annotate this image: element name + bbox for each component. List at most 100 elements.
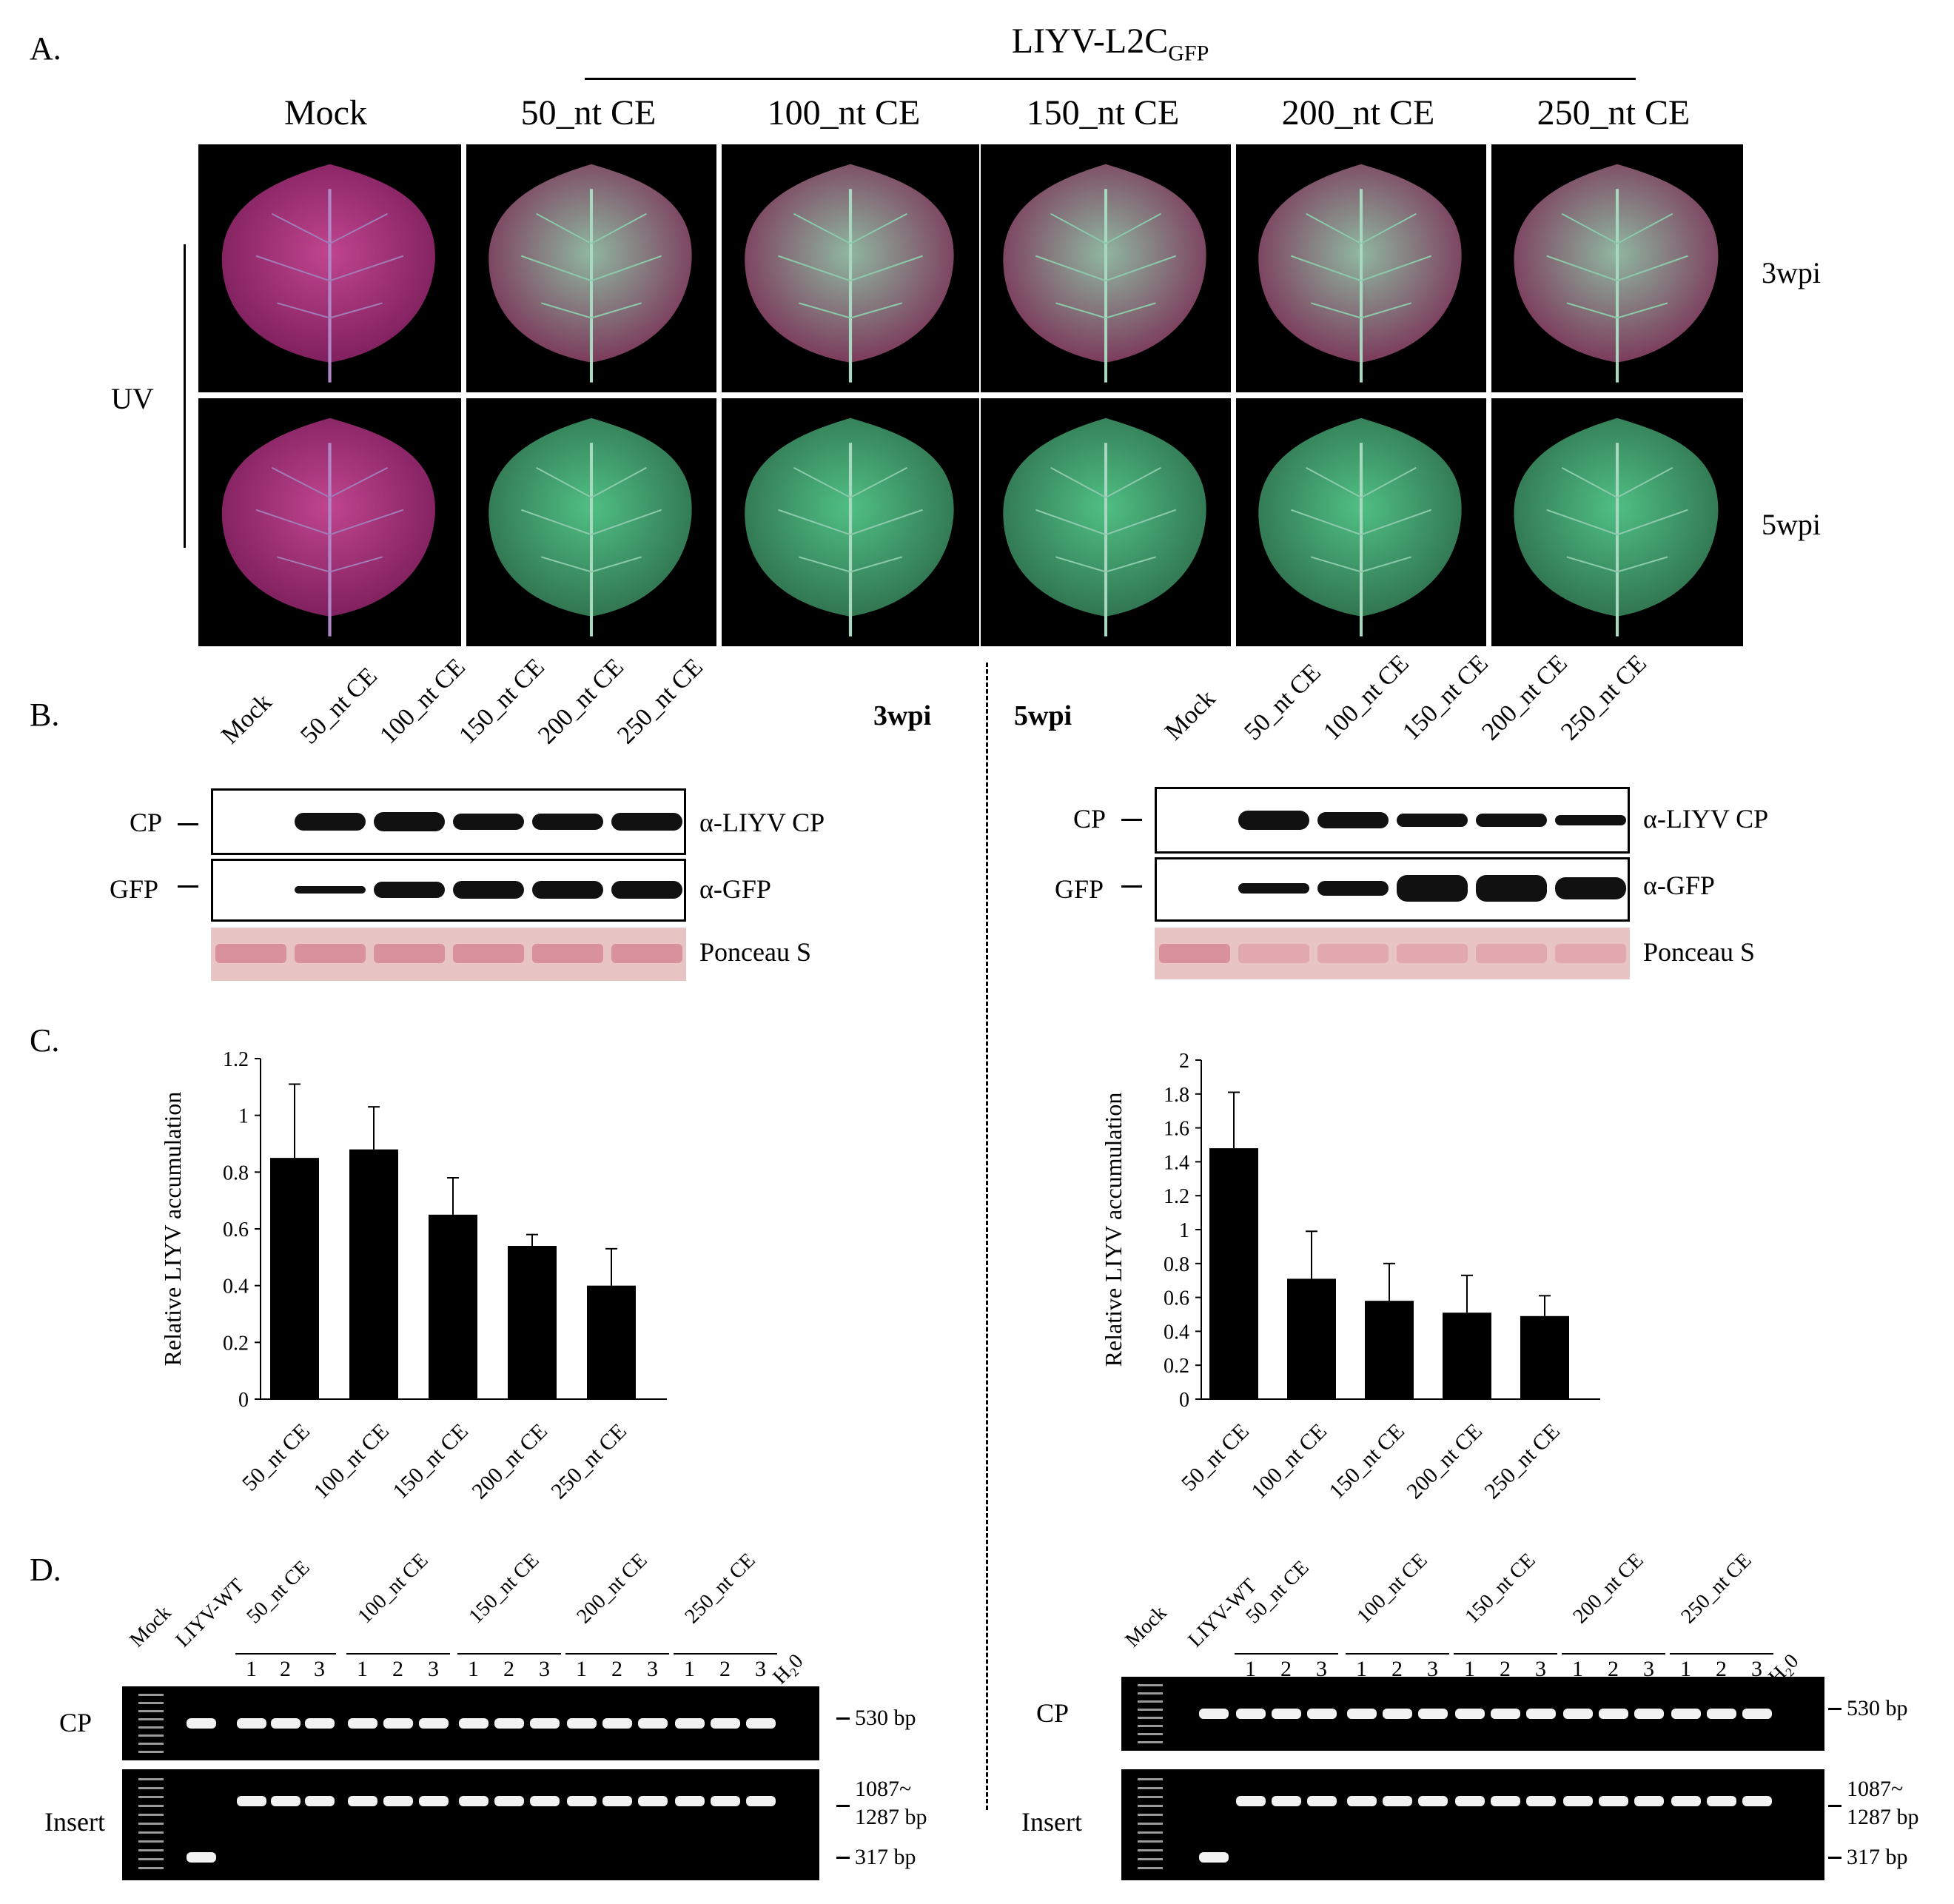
- x-tick-label-2: 150_nt CE: [388, 1419, 473, 1504]
- cp-amplicon-5wpi-0-2: [1307, 1709, 1337, 1719]
- cp-amplicon-3wpi-4-0: [675, 1718, 705, 1729]
- lane-label-5wpi-3: 150_nt CE: [1397, 649, 1494, 746]
- ponceau-band-5wpi-5: [1554, 944, 1626, 963]
- size-tick-317-5wpi: [1828, 1857, 1841, 1859]
- gel-rep-5wpi-1-2: 3: [1427, 1657, 1438, 1681]
- gel-rep-5wpi-0-2: 3: [1316, 1657, 1327, 1681]
- y-tick-label: 0.8: [223, 1161, 249, 1184]
- gel-rep-3wpi-4-1: 2: [719, 1657, 731, 1681]
- x-tick-label-0: 50_nt CE: [238, 1419, 315, 1496]
- gfp-band-5wpi-3: [1396, 875, 1468, 902]
- row-label-5wpi: 5wpi: [1762, 508, 1821, 541]
- bar-3: [1443, 1313, 1491, 1399]
- ladder-band-cp-3wpi: [138, 1694, 164, 1696]
- bar-0: [270, 1158, 319, 1399]
- bar-2: [429, 1214, 477, 1399]
- gel-rep-5wpi-3-0: 1: [1572, 1657, 1583, 1681]
- col-header-50nt: 50_nt CE: [520, 93, 657, 133]
- leaf-veins: [1291, 212, 1431, 319]
- leaf-veins: [778, 212, 923, 319]
- y-tick-label: 1.2: [223, 1048, 249, 1071]
- ladder-band-insert-3wpi: [138, 1787, 164, 1789]
- insert-amplicon-5wpi-1-1: [1383, 1796, 1412, 1806]
- ladder-band-cp-3wpi: [138, 1751, 164, 1753]
- panel-a-letter: A.: [30, 30, 61, 67]
- insert-amplicon-3wpi-3-1: [602, 1796, 632, 1806]
- ladder-band-cp-5wpi: [1138, 1733, 1163, 1735]
- blot-row-gfp: GFP: [110, 874, 159, 904]
- gel-group-bracket-5wpi-2: [1454, 1653, 1557, 1655]
- gel-group-label-5wpi-1: 100_nt CE: [1352, 1549, 1432, 1629]
- gel-rep-3wpi-2-2: 3: [539, 1657, 550, 1681]
- x-tick-label-1: 100_nt CE: [1246, 1419, 1332, 1504]
- cp-amplicon-3wpi-1-2: [419, 1718, 449, 1729]
- leaf-photo-r2-c6: [1491, 398, 1743, 646]
- lane-label-5wpi-4: 200_nt CE: [1476, 649, 1573, 746]
- gel-rep-5wpi-3-2: 3: [1643, 1657, 1654, 1681]
- cp-band-5wpi-1: [1238, 811, 1309, 830]
- gel-group-bracket-3wpi-1: [346, 1653, 450, 1655]
- gel-rep-3wpi-0-2: 3: [314, 1657, 325, 1681]
- gfp-band-5wpi-2: [1317, 881, 1389, 896]
- leaf-photo-r1-c5: [1236, 144, 1486, 392]
- leaf-image: [221, 418, 435, 637]
- insert-amplicon-3wpi-0-0: [237, 1796, 266, 1806]
- gel-group-bracket-5wpi-3: [1562, 1653, 1665, 1655]
- ladder-band-cp-5wpi: [1138, 1709, 1163, 1711]
- insert-amplicon-5wpi-3-2: [1634, 1796, 1664, 1806]
- size-530-5wpi: 530 bp: [1847, 1696, 1908, 1720]
- cp-amplicon-3wpi-3-0: [567, 1718, 597, 1729]
- y-tick-label: 1: [238, 1105, 249, 1128]
- gel-rep-5wpi-3-1: 2: [1608, 1657, 1619, 1681]
- ladder-band-insert-5wpi: [1138, 1823, 1163, 1825]
- ladder-band-insert-5wpi: [1138, 1849, 1163, 1851]
- leaf-veins: [1291, 466, 1431, 573]
- y-axis-label: Relative LIYV accumulation: [1100, 1093, 1127, 1367]
- ponceau-band-3wpi-5: [611, 944, 682, 963]
- leaf-photo-r2-c2: [466, 398, 716, 646]
- ponceau-stain-5wpi: [1155, 928, 1630, 979]
- lane-label-3wpi-2: 100_nt CE: [374, 653, 471, 750]
- lane-label-5wpi-2: 100_nt CE: [1317, 649, 1414, 746]
- ladder-band-insert-3wpi: [138, 1805, 164, 1807]
- gel-rep-3wpi-4-0: 1: [684, 1657, 695, 1681]
- x-tick-label-3: 200_nt CE: [467, 1419, 552, 1504]
- ladder-band-cp-5wpi: [1138, 1684, 1163, 1686]
- cp-amplicon-5wpi-3-0: [1563, 1709, 1593, 1719]
- antibody-cp-3wpi: α-LIYV CP: [699, 808, 825, 837]
- leaf-photo-r1-c6: [1491, 144, 1743, 392]
- bar-3: [508, 1246, 557, 1399]
- leaf-photo-r1-c2: [466, 144, 716, 392]
- y-tick-label: 0.6: [223, 1219, 249, 1241]
- col-header-100nt: 100_nt CE: [767, 93, 921, 133]
- ponceau-band-5wpi-0: [1158, 944, 1230, 963]
- ladder-band-insert-3wpi: [138, 1796, 164, 1798]
- cp-band-3wpi-2: [373, 812, 445, 831]
- ladder-band-cp-3wpi: [138, 1726, 164, 1729]
- insert-amplicon-3wpi-2-0: [459, 1796, 488, 1806]
- cp-amplicon-5wpi-1-2: [1418, 1709, 1448, 1719]
- insert-amplicon-5wpi-4-1: [1707, 1796, 1736, 1806]
- gel-group-label-3wpi-1: 100_nt CE: [353, 1549, 433, 1629]
- gel-group-label-3wpi-4: 250_nt CE: [680, 1549, 760, 1629]
- ladder-band-insert-3wpi: [138, 1849, 164, 1851]
- gel-rep-3wpi-2-0: 1: [468, 1657, 479, 1681]
- y-tick-label: 0.8: [1164, 1253, 1189, 1276]
- bar-4: [587, 1285, 636, 1399]
- y-tick-label: 0: [1179, 1389, 1189, 1412]
- insert-amplicon-3wpi-3-2: [638, 1796, 668, 1806]
- panel-c-letter: C.: [30, 1022, 60, 1059]
- leaf-image: [1514, 418, 1719, 637]
- insert-amplicon-5wpi-3-1: [1599, 1796, 1628, 1806]
- ladder-band-cp-5wpi: [1138, 1741, 1163, 1743]
- ponceau-band-5wpi-4: [1475, 944, 1547, 963]
- ponceau-label-3wpi: Ponceau S: [699, 937, 811, 967]
- ladder-band-insert-3wpi: [138, 1778, 164, 1780]
- insert-amplicon-5wpi-4-2: [1742, 1796, 1772, 1806]
- gel-rep-5wpi-1-0: 1: [1356, 1657, 1367, 1681]
- leaf-image: [488, 164, 692, 383]
- cp-amplicon-3wpi-2-1: [494, 1718, 524, 1729]
- gel-group-bracket-3wpi-3: [565, 1653, 669, 1655]
- time-divider: [986, 663, 988, 1810]
- insert-amplicon-5wpi-2-2: [1526, 1796, 1556, 1806]
